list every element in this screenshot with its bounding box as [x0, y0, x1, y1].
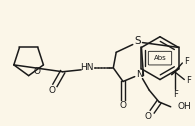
Text: F: F	[186, 76, 191, 85]
Text: F: F	[184, 57, 189, 66]
FancyBboxPatch shape	[148, 51, 172, 65]
Text: O: O	[145, 112, 152, 121]
Text: O: O	[120, 101, 127, 110]
Text: O: O	[34, 67, 41, 76]
Text: N: N	[136, 70, 143, 79]
Text: OH: OH	[177, 102, 191, 111]
Text: F: F	[173, 90, 178, 99]
Text: HN: HN	[80, 63, 94, 72]
Text: S: S	[134, 36, 141, 46]
Text: Abs: Abs	[154, 55, 166, 61]
Text: O: O	[49, 86, 56, 95]
